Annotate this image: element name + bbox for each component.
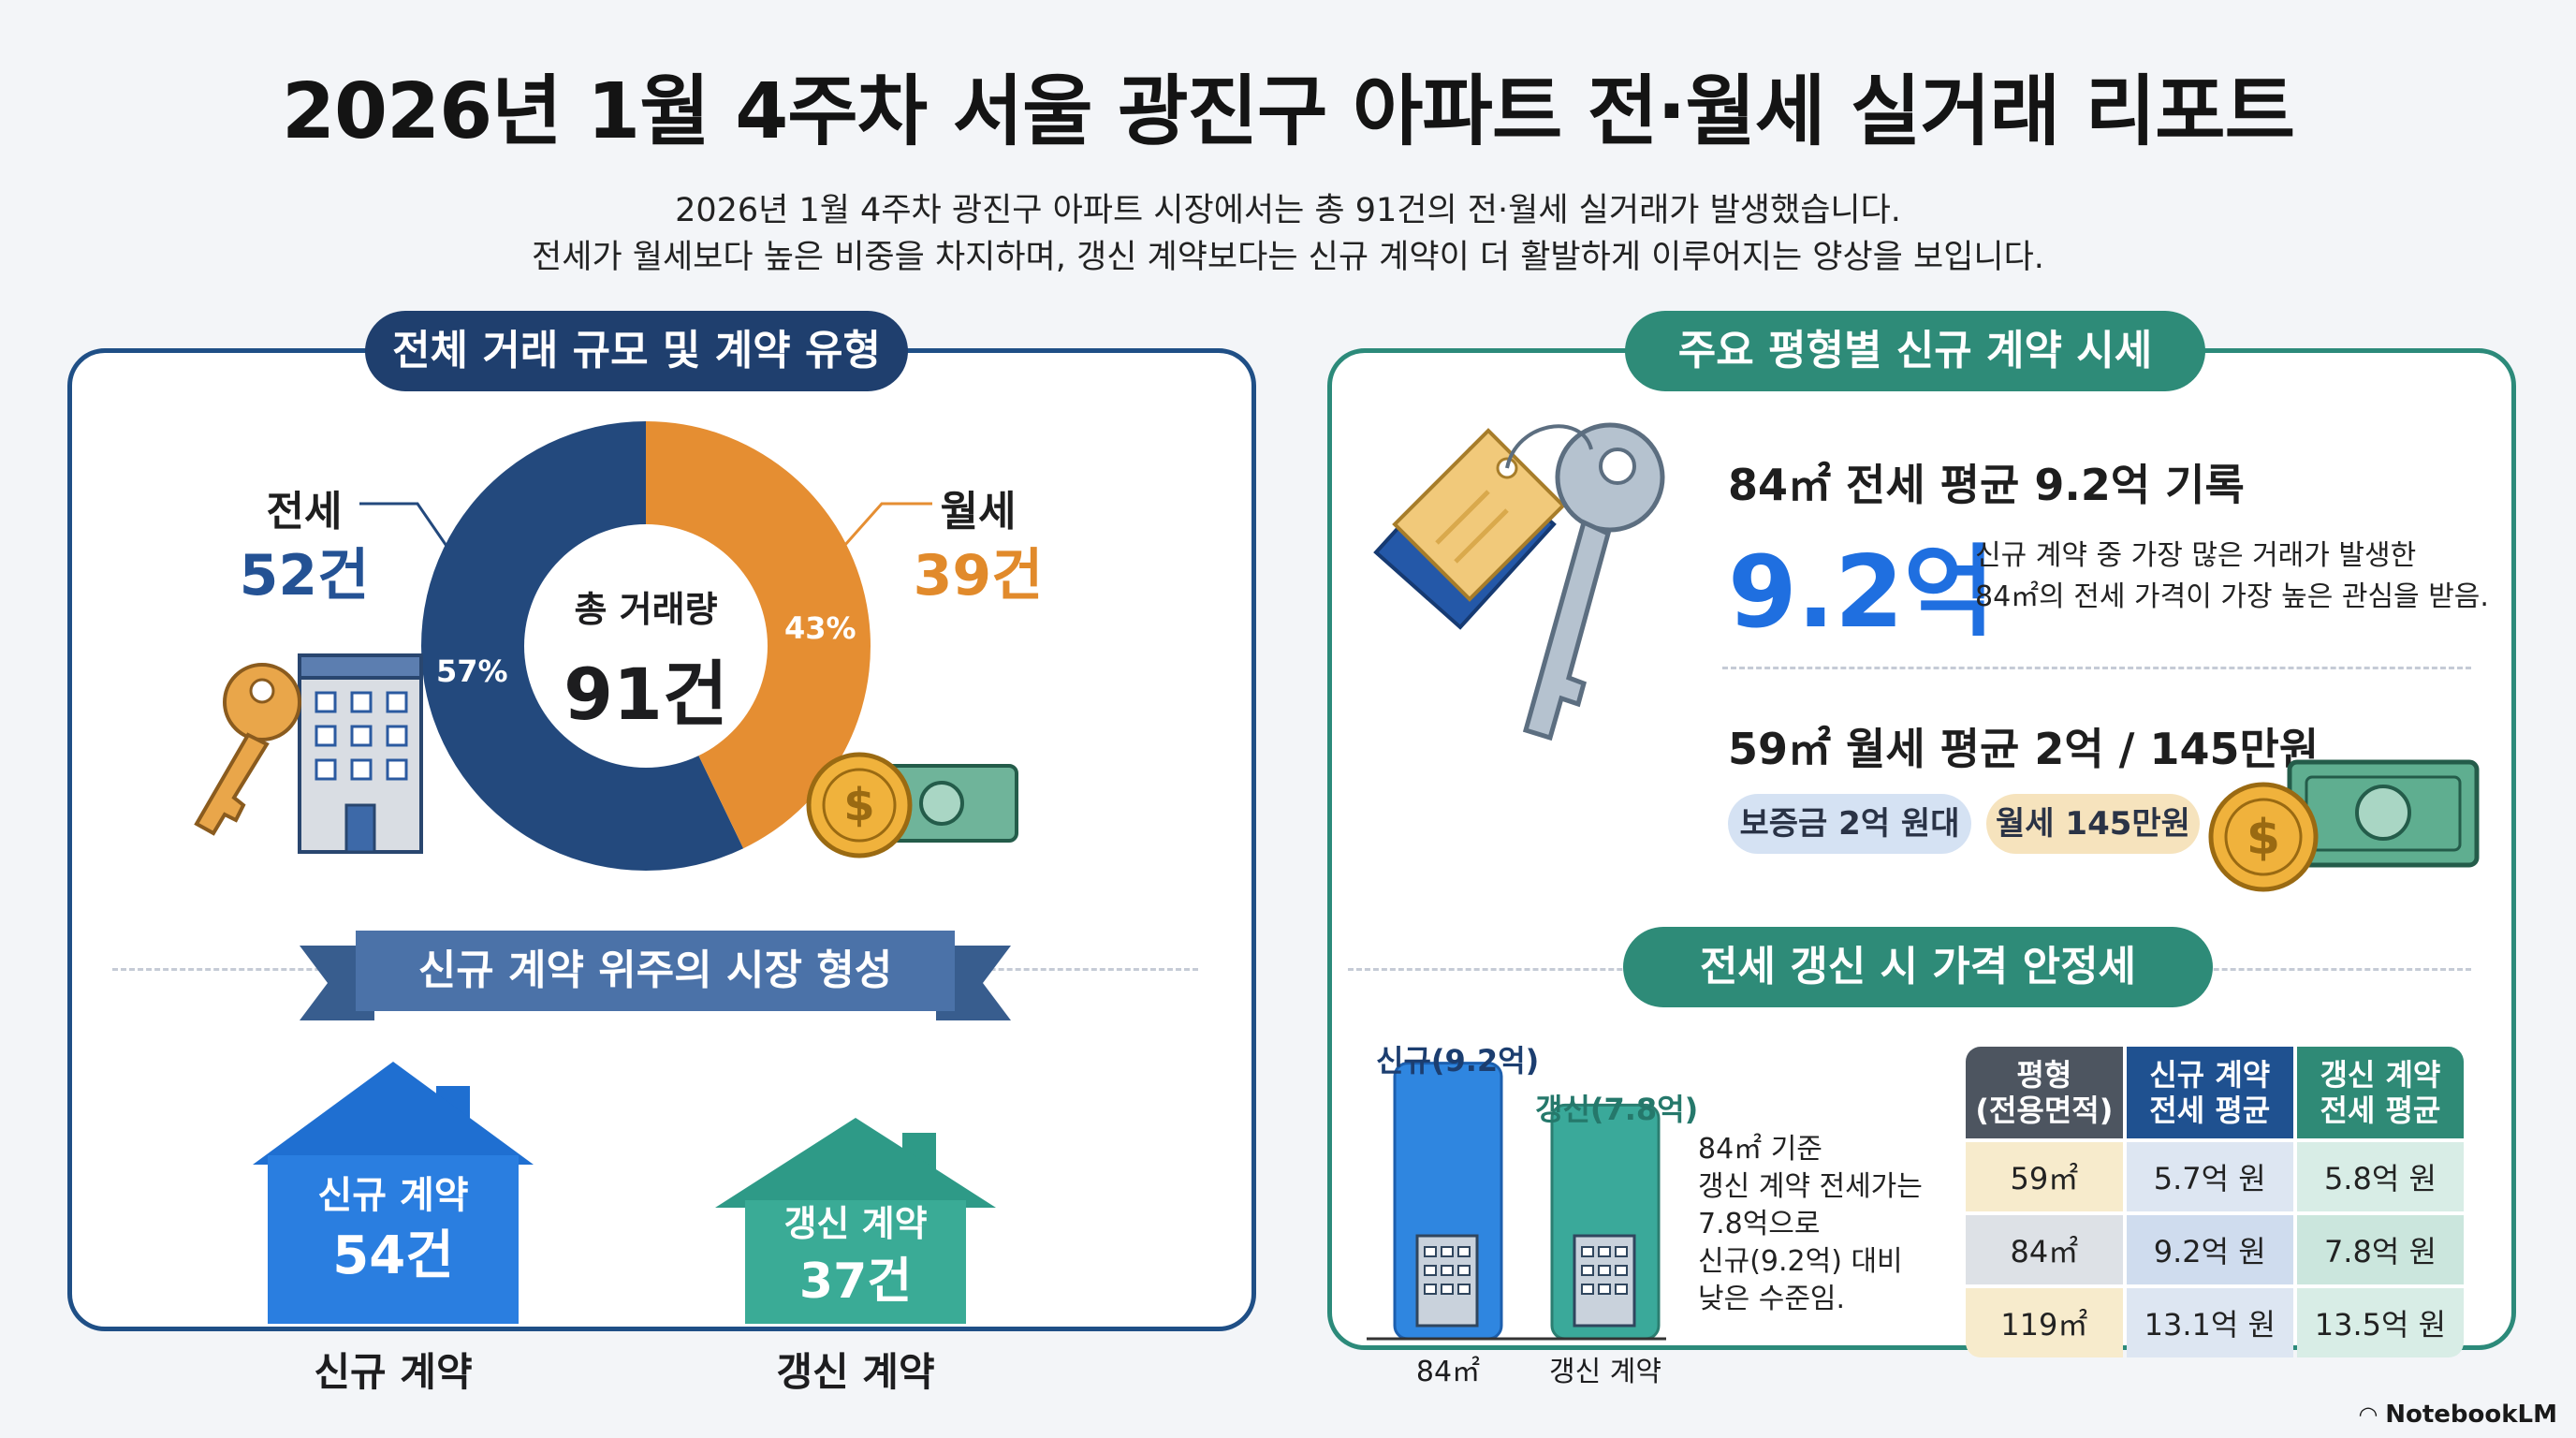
notebooklm-logo-icon: ◠: [2359, 1401, 2378, 1428]
building-icon: [1573, 1234, 1636, 1328]
renewal-note: 84㎡ 기준 갱신 계약 전세가는 7.8억으로 신규(9.2억) 대비 낮은 …: [1698, 1131, 1923, 1318]
s84-desc-2: 84㎡의 전세 가격이 가장 높은 관심을 받음.: [1975, 580, 2489, 613]
caption-renew: 갱신 계약: [776, 1349, 935, 1395]
table-cell: 59㎡: [1966, 1142, 2123, 1211]
table-row: 84㎡ 9.2억 원 7.8억 원: [1966, 1215, 2464, 1284]
house-renew-icon: [715, 1118, 996, 1324]
table-row: 59㎡ 5.7억 원 5.8억 원: [1966, 1142, 2464, 1211]
subtitle-line-1: 2026년 1월 4주차 광진구 아파트 시장에서는 총 91건의 전·월세 실…: [675, 192, 1901, 229]
wolse-count: 39건: [913, 543, 1044, 609]
money-illustration-right: $: [2208, 759, 2480, 892]
note-line: 84㎡ 기준: [1698, 1133, 1822, 1166]
key-icon: [194, 663, 301, 836]
th-new-avg: 신규 계약 전세 평균: [2126, 1047, 2293, 1138]
caption-new: 신규 계약: [314, 1349, 473, 1395]
donut-center-label: 총 거래량: [574, 589, 718, 630]
table-cell: 13.1억 원: [2126, 1288, 2293, 1357]
building-key-illustration: [194, 653, 423, 854]
bar-label-renew: 갱신(7.8억): [1535, 1092, 1699, 1127]
jeonse-label: 전세: [266, 488, 343, 536]
house-new-icon: [253, 1062, 534, 1324]
house-new-count: 54건: [332, 1225, 454, 1286]
table-cell: 9.2억 원: [2126, 1215, 2293, 1284]
coin-icon: $: [2208, 782, 2319, 892]
table-cell: 5.7억 원: [2126, 1142, 2293, 1211]
th-area: 평형 (전용면적): [1966, 1047, 2123, 1138]
right-panel-header-2: 전세 갱신 시 가격 안정세: [1623, 927, 2213, 1007]
building-icon: [1415, 1234, 1479, 1328]
th-renew-avg: 갱신 계약 전세 평균: [2296, 1047, 2464, 1138]
ribbon-banner: [300, 931, 1011, 1020]
renewal-bar-chart: [1367, 1062, 1666, 1341]
branding-text: NotebookLM: [2385, 1401, 2557, 1429]
table-cell: 13.5억 원: [2296, 1288, 2464, 1357]
note-line: 낮은 수준임.: [1698, 1283, 1846, 1315]
table-cell: 84㎡: [1966, 1215, 2123, 1284]
money-illustration-left: $: [806, 752, 1018, 858]
note-line: 갱신 계약 전세가는: [1698, 1170, 1923, 1203]
left-panel-header: 전체 거래 규모 및 계약 유형: [365, 311, 908, 391]
table-header-row: 평형 (전용면적) 신규 계약 전세 평균 갱신 계약 전세 평균: [1966, 1047, 2464, 1138]
bar-label-new: 신규(9.2억): [1376, 1043, 1540, 1078]
ribbon-text: 신규 계약 위주의 시장 형성: [417, 946, 893, 994]
house-renew-count: 37건: [798, 1254, 913, 1310]
price-table: 평형 (전용면적) 신규 계약 전세 평균 갱신 계약 전세 평균 59㎡ 5.7억 …: [1962, 1043, 2467, 1361]
jeonse-percent-label: 57%: [436, 653, 508, 689]
table-cell: 119㎡: [1966, 1288, 2123, 1357]
svg-text:$: $: [2247, 810, 2280, 866]
right-divider-1: [1722, 667, 2471, 669]
s84-title: 84㎡ 전세 평균 9.2억 기록: [1728, 460, 2245, 510]
key-ring: [1505, 424, 1593, 469]
x-label-renew: 갱신 계약: [1549, 1356, 1661, 1388]
x-label-84: 84㎡: [1415, 1356, 1481, 1388]
donut-chart: [421, 421, 871, 871]
building-icon: [298, 653, 423, 854]
svg-text:$: $: [843, 779, 874, 831]
coin-icon: $: [806, 752, 913, 858]
donut-center-value: 91건: [564, 653, 728, 736]
note-line: 신규(9.2억) 대비: [1698, 1245, 1903, 1278]
jeonse-callout-line: [359, 502, 461, 565]
tag-key-illustration: [1373, 422, 1665, 741]
jeonse-count: 52건: [239, 543, 370, 609]
house-new-title: 신규 계약: [317, 1174, 469, 1217]
house-renew-title: 갱신 계약: [783, 1203, 928, 1244]
wolse-label: 월세: [940, 488, 1017, 536]
table-cell: 5.8억 원: [2296, 1142, 2464, 1211]
donut-hole: [524, 524, 768, 768]
note-line: 7.8억으로: [1698, 1208, 1821, 1240]
right-panel-header: 주요 평형별 신규 계약 시세: [1625, 311, 2205, 391]
table-row: 119㎡ 13.1억 원 13.5억 원: [1966, 1288, 2464, 1357]
chip-deposit: 보증금 2억 원대: [1728, 794, 1971, 854]
key-icon: [1522, 422, 1665, 741]
price-tag-icon: [1373, 428, 1566, 630]
s84-big-value: 9.2억: [1728, 535, 1996, 650]
s84-desc-1: 신규 계약 중 가장 많은 거래가 발생한: [1975, 539, 2417, 572]
s59-title: 59㎡ 월세 평균 2억 / 145만원: [1728, 724, 2320, 774]
branding: ◠ NotebookLM: [2360, 1401, 2557, 1429]
page-title: 2026년 1월 4주차 서울 광진구 아파트 전·월세 실거래 리포트: [281, 67, 2295, 156]
subtitle-line-2: 전세가 월세보다 높은 비중을 차지하며, 갱신 계약보다는 신규 계약이 더 …: [532, 239, 2044, 276]
banknote-icon: [2287, 759, 2480, 868]
table-cell: 7.8억 원: [2296, 1215, 2464, 1284]
wolse-callout-line: [835, 502, 932, 555]
wolse-percent-label: 43%: [784, 610, 856, 646]
chip-rent: 월세 145만원: [1986, 794, 2200, 854]
